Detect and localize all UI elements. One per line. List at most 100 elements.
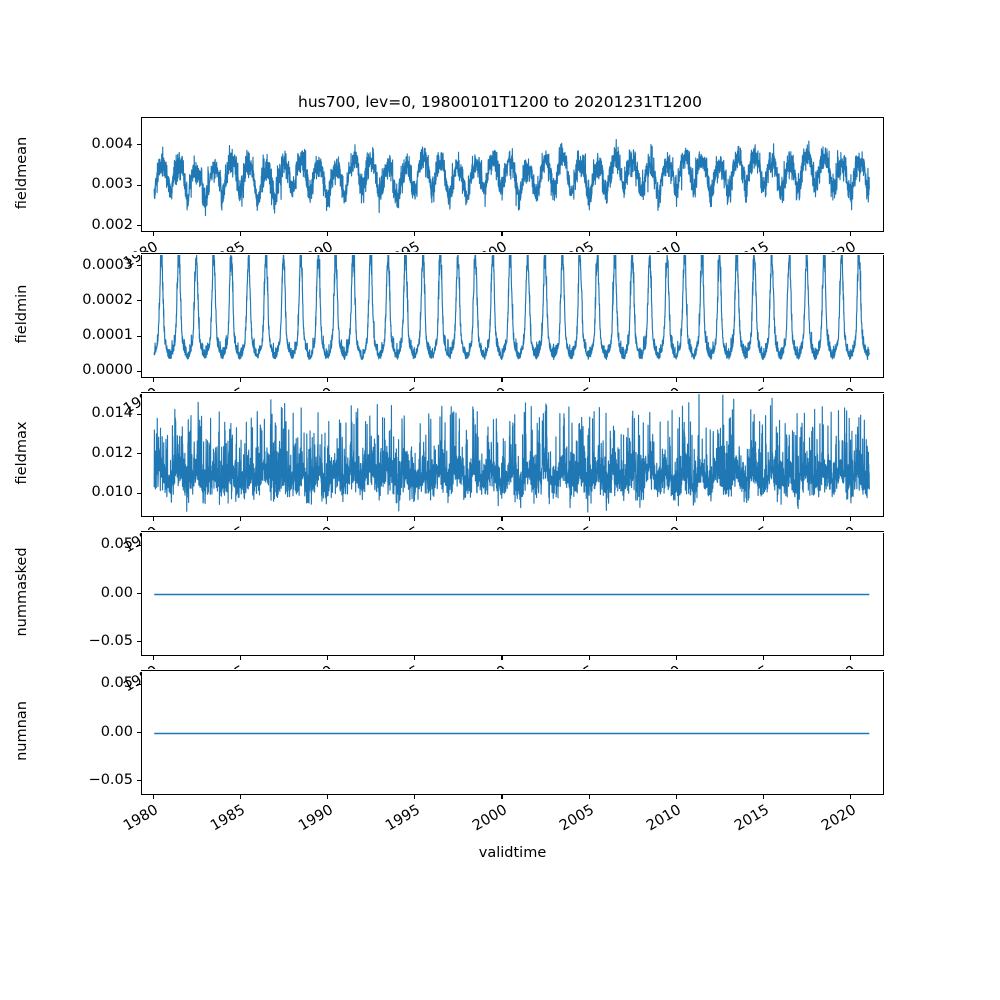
y-tick-label-numnan: 0.05 — [100, 675, 133, 692]
x-tick-mark — [239, 795, 241, 799]
data-line-fieldmean — [153, 139, 870, 217]
x-tick-mark — [152, 378, 154, 382]
subplot-fieldmean — [141, 117, 884, 232]
x-tick-label: 2010 — [644, 802, 685, 835]
figure-title: hus700, lev=0, 19800101T1200 to 20201231… — [298, 93, 702, 111]
x-tick-mark — [850, 232, 852, 236]
x-tick-mark — [675, 232, 677, 236]
axes-frame-fieldmin — [141, 253, 884, 378]
data-line-nummasked — [154, 593, 870, 596]
y-tick-label-fieldmean: 0.003 — [91, 176, 133, 193]
y-tick-label-nummasked: 0.05 — [100, 536, 133, 553]
y-tick-mark — [137, 144, 141, 146]
x-tick-mark — [327, 232, 329, 236]
subplot-nummasked — [141, 531, 884, 656]
axes-top-spine — [141, 670, 884, 672]
y-tick-mark — [137, 544, 141, 546]
x-tick-mark — [588, 517, 590, 521]
y-tick-label-fieldmax: 0.014 — [91, 405, 133, 422]
y-tick-label-fieldmean: 0.004 — [91, 135, 133, 152]
y-tick-mark — [137, 780, 141, 782]
data-line-fieldmin — [153, 254, 870, 361]
axes-frame-numnan — [141, 670, 884, 795]
x-tick-mark — [414, 232, 416, 236]
y-tick-label-fieldmax: 0.010 — [91, 484, 133, 501]
x-tick-mark — [152, 232, 154, 236]
x-tick-label: 1990 — [295, 802, 336, 835]
subplot-fieldmax — [141, 392, 884, 517]
x-tick-mark — [850, 378, 852, 382]
x-tick-mark — [501, 232, 503, 236]
x-tick-mark — [152, 656, 154, 660]
y-tick-label-nummasked: −0.05 — [88, 632, 133, 649]
y-tick-mark — [137, 335, 141, 337]
x-tick-label: 2005 — [557, 802, 598, 835]
y-tick-mark — [137, 370, 141, 373]
x-tick-mark — [763, 656, 765, 660]
x-tick-mark — [501, 656, 503, 660]
y-tick-label-fieldmin: 0.0001 — [82, 327, 133, 344]
x-tick-mark — [763, 517, 765, 521]
y-axis-label-numnan: numnan — [14, 700, 30, 761]
x-tick-mark — [588, 656, 590, 660]
x-tick-mark — [501, 795, 503, 799]
y-tick-mark — [137, 265, 141, 267]
y-tick-mark — [137, 492, 141, 494]
x-tick-mark — [414, 517, 416, 521]
y-tick-mark — [137, 225, 141, 227]
y-tick-label-fieldmin: 0.0002 — [82, 291, 133, 308]
x-tick-label: 2020 — [818, 802, 859, 835]
y-tick-mark — [137, 731, 141, 734]
x-tick-mark — [588, 795, 590, 799]
x-tick-mark — [327, 378, 329, 382]
x-tick-mark — [675, 656, 677, 660]
y-tick-label-nummasked: 0.00 — [100, 584, 133, 601]
x-tick-label: 1985 — [208, 802, 249, 835]
x-tick-mark — [501, 378, 503, 382]
y-tick-mark — [137, 592, 141, 595]
y-tick-label-fieldmean: 0.002 — [91, 216, 133, 233]
y-tick-mark — [137, 413, 141, 415]
x-tick-mark — [763, 795, 765, 799]
x-tick-mark — [239, 232, 241, 236]
y-tick-mark — [137, 683, 141, 685]
x-tick-label: 2000 — [470, 802, 511, 835]
x-tick-label: 1995 — [382, 802, 423, 835]
x-tick-mark — [414, 378, 416, 382]
x-tick-mark — [675, 795, 677, 799]
x-tick-mark — [152, 517, 154, 521]
x-tick-mark — [763, 232, 765, 236]
y-tick-mark — [137, 641, 141, 643]
axes-frame-fieldmean — [141, 117, 884, 232]
x-tick-mark — [414, 656, 416, 660]
data-line-numnan — [154, 732, 870, 735]
x-tick-mark — [414, 795, 416, 799]
y-tick-mark — [137, 184, 141, 186]
x-tick-mark — [588, 378, 590, 382]
x-tick-mark — [239, 656, 241, 660]
x-tick-mark — [501, 517, 503, 521]
axes-top-spine — [141, 253, 884, 255]
x-tick-mark — [850, 795, 852, 799]
axes-top-spine — [141, 392, 884, 394]
subplot-fieldmin — [141, 253, 884, 378]
y-tick-label-numnan: −0.05 — [88, 771, 133, 788]
x-tick-mark — [327, 656, 329, 660]
x-tick-mark — [850, 517, 852, 521]
x-axis-label: validtime — [478, 845, 547, 861]
data-line-fieldmax — [153, 393, 870, 513]
x-tick-mark — [239, 378, 241, 382]
axes-frame-nummasked — [141, 531, 884, 656]
axes-frame-fieldmax — [141, 392, 884, 517]
y-tick-label-fieldmax: 0.012 — [91, 444, 133, 461]
x-tick-mark — [327, 517, 329, 521]
x-tick-label: 1980 — [121, 802, 162, 835]
y-tick-mark — [137, 300, 141, 302]
x-tick-mark — [675, 517, 677, 521]
x-tick-mark — [675, 378, 677, 382]
subplot-numnan — [141, 670, 884, 795]
x-tick-mark — [327, 795, 329, 799]
y-tick-mark — [137, 453, 141, 455]
x-tick-mark — [239, 517, 241, 521]
